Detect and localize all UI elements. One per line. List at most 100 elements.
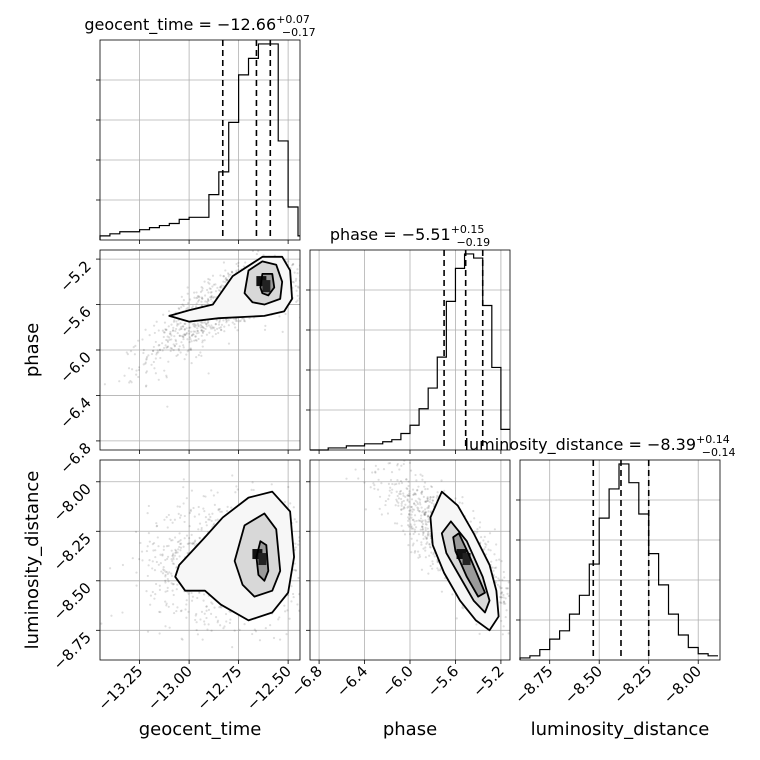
sample-point (225, 279, 229, 282)
sample-point (286, 609, 289, 612)
sample-point (207, 372, 210, 375)
sample-point (316, 278, 318, 280)
sample-point (412, 493, 415, 496)
sample-point (188, 537, 191, 540)
sample-point (198, 296, 201, 299)
sample-point (166, 572, 169, 575)
sample-point (174, 548, 177, 551)
sample-point (420, 521, 424, 524)
sample-point (162, 346, 166, 350)
sample-point (291, 592, 295, 596)
sample-point (212, 523, 215, 527)
sample-point (293, 271, 296, 274)
sample-point (504, 597, 507, 600)
sample-point (346, 412, 348, 414)
sample-point (222, 275, 225, 278)
sample-point (189, 338, 192, 341)
sample-point (362, 468, 365, 471)
sample-point (237, 261, 240, 264)
sample-point (218, 326, 221, 330)
x-tick-label: −5.2 (469, 662, 507, 700)
sample-point (439, 569, 442, 572)
sample-point (341, 525, 343, 527)
sample-point (210, 294, 213, 297)
sample-point (174, 551, 177, 554)
sample-point (425, 537, 428, 540)
sample-point (175, 551, 178, 554)
sample-point (197, 354, 201, 357)
sample-point (505, 587, 508, 590)
sample-point (192, 333, 195, 336)
sample-point (183, 537, 186, 540)
histogram-panel-phase: phase = −5.51+0.15 −0.19 (306, 223, 511, 454)
sample-point (414, 526, 418, 529)
sample-point (201, 339, 204, 342)
sample-point (425, 511, 428, 514)
sample-point (440, 479, 443, 482)
sample-point (424, 519, 427, 522)
sample-point (152, 349, 155, 352)
sample-point (506, 592, 509, 595)
sample-point (413, 514, 417, 517)
sample-point (213, 329, 217, 332)
sample-point (166, 557, 169, 560)
sample-point (514, 561, 516, 563)
sample-point (492, 569, 495, 572)
sample-point (110, 614, 113, 617)
sample-point (293, 562, 296, 565)
sample-point (428, 542, 431, 546)
sample-point (175, 320, 178, 323)
contour-line (168, 255, 293, 323)
sample-point (294, 542, 297, 545)
sample-point (155, 522, 158, 525)
sample-point (158, 632, 161, 635)
sample-point (121, 563, 125, 567)
contour-line (255, 540, 270, 582)
sample-point (320, 583, 322, 585)
sample-point (184, 608, 187, 611)
sample-point (191, 542, 194, 545)
sample-point (421, 526, 424, 529)
sample-point (424, 556, 427, 559)
sample-point (183, 332, 186, 336)
sample-point (390, 491, 393, 494)
sample-point (207, 324, 211, 327)
sample-point (152, 345, 155, 349)
sample-point (397, 497, 401, 500)
sample-point (155, 353, 158, 356)
sample-point (372, 454, 374, 456)
sample-point (145, 358, 148, 361)
sample-point (469, 520, 472, 523)
contour-line (243, 260, 284, 306)
sample-point (202, 330, 206, 333)
sample-point (190, 533, 193, 536)
sample-point (172, 593, 175, 597)
sample-point (315, 578, 317, 580)
sample-point (430, 551, 433, 554)
sample-point (502, 600, 506, 603)
sample-point (431, 496, 434, 499)
y-tick-label: −5.6 (56, 303, 94, 341)
sample-point (131, 557, 134, 560)
sample-point (387, 462, 390, 465)
sample-point (185, 616, 188, 619)
sample-point (197, 325, 200, 328)
sample-point (244, 261, 247, 264)
title-minus: −0.17 (282, 26, 316, 39)
density-peak-block (462, 553, 471, 566)
sample-point (147, 504, 150, 508)
sample-point (397, 501, 400, 504)
sample-point (389, 478, 393, 482)
sample-point (421, 525, 424, 528)
sample-point (229, 618, 232, 621)
sample-point (224, 269, 227, 272)
sample-point (425, 536, 429, 539)
sample-point (500, 596, 503, 599)
sample-point (123, 374, 126, 377)
sample-point (164, 579, 167, 582)
sample-point (141, 559, 144, 562)
sample-point (173, 344, 177, 347)
sample-point (501, 578, 504, 581)
sample-point (219, 274, 222, 277)
sample-point (306, 558, 308, 560)
